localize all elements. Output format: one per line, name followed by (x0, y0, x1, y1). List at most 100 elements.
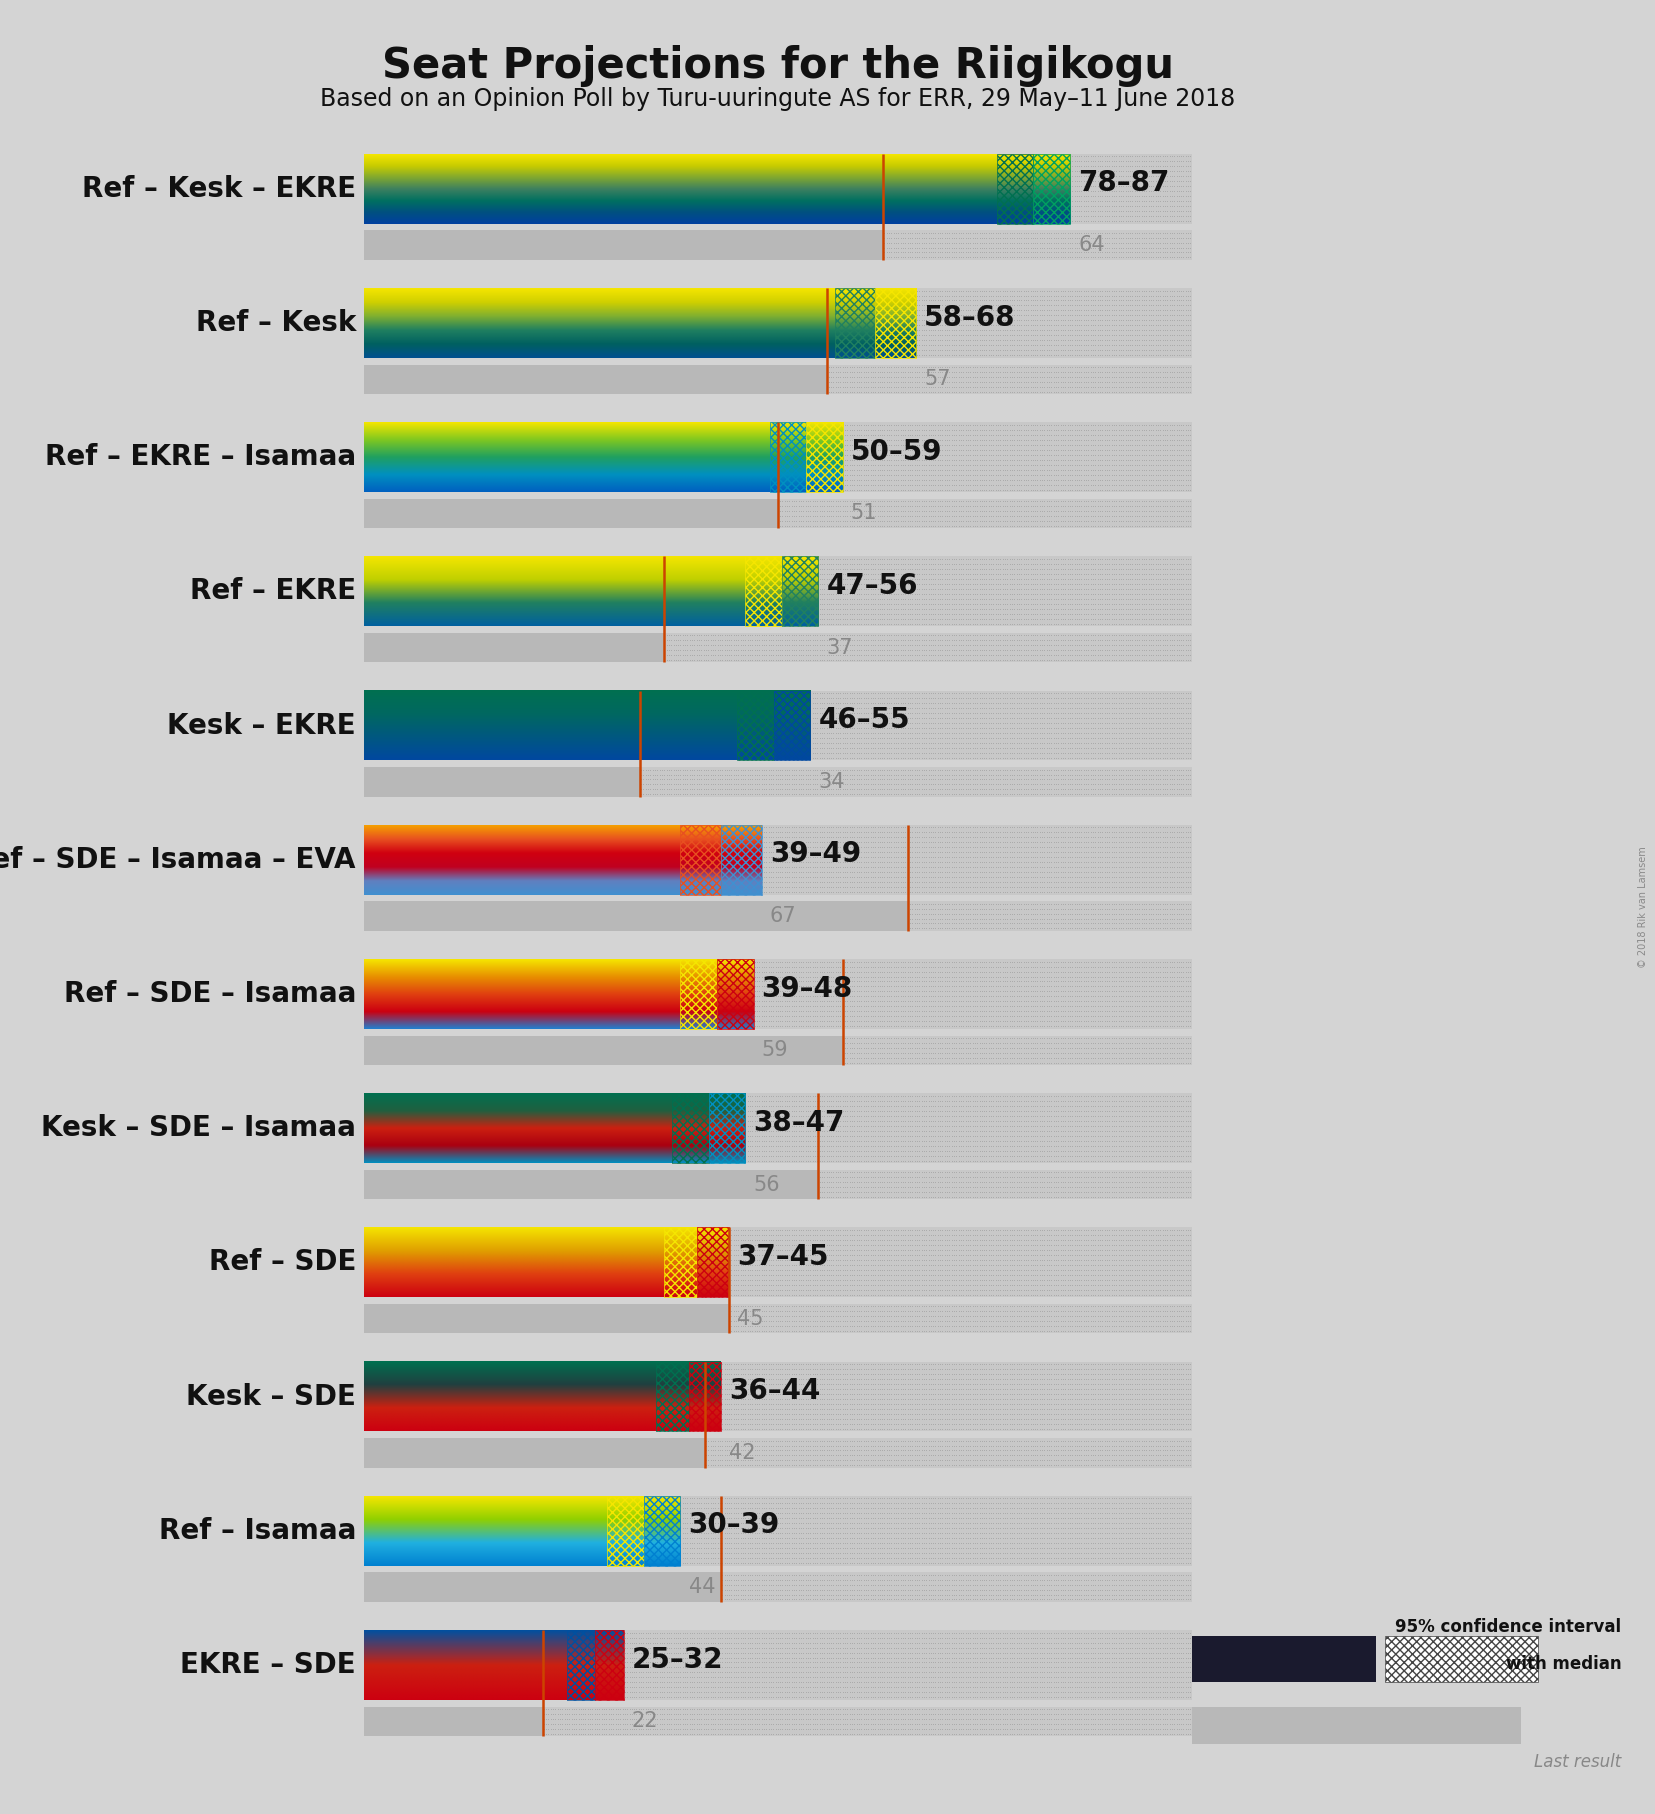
Point (531, 570, 558, 599)
Point (614, 281, 640, 310)
Point (725, 1400, 751, 1429)
Point (899, 1306, 925, 1335)
Point (404, 410, 430, 439)
Point (770, 187, 796, 216)
Point (973, 1266, 1000, 1295)
Point (549, 738, 576, 767)
Point (359, 196, 386, 225)
Point (439, 813, 465, 842)
Point (1010, 1529, 1036, 1558)
Point (975, 863, 1001, 892)
Point (1102, 1585, 1129, 1614)
Point (904, 341, 930, 370)
Point (693, 1714, 720, 1743)
Point (361, 156, 387, 185)
Point (359, 1390, 386, 1419)
Point (1021, 1146, 1048, 1175)
Point (654, 833, 680, 862)
Point (642, 366, 669, 395)
Point (1114, 1446, 1140, 1475)
Point (927, 914, 953, 943)
Point (1130, 1023, 1157, 1052)
Point (765, 1096, 791, 1125)
Point (890, 992, 917, 1021)
Point (1015, 1404, 1041, 1433)
Point (755, 684, 781, 713)
Point (1013, 1087, 1039, 1116)
Point (430, 363, 457, 392)
Point (480, 718, 506, 747)
Point (875, 729, 902, 758)
Point (596, 1364, 622, 1393)
Point (1036, 599, 1063, 628)
Point (1091, 760, 1117, 789)
Point (844, 1261, 871, 1290)
Point (523, 1624, 549, 1653)
Point (584, 555, 611, 584)
Point (890, 192, 917, 221)
Point (1056, 430, 1082, 459)
Point (1134, 729, 1160, 758)
Point (991, 559, 1018, 588)
Text: with median: with median (1506, 1654, 1622, 1673)
Point (857, 310, 884, 339)
Point (1021, 844, 1048, 873)
Point (894, 316, 920, 345)
Point (1084, 1250, 1111, 1279)
Point (573, 775, 599, 804)
Point (717, 1549, 743, 1578)
Point (811, 564, 837, 593)
Point (1140, 1580, 1167, 1609)
Point (458, 1261, 485, 1290)
Point (813, 978, 839, 1007)
Point (1114, 1297, 1140, 1326)
Point (1168, 1001, 1195, 1030)
Point (720, 444, 746, 473)
Point (1079, 709, 1106, 738)
Point (631, 1034, 657, 1063)
Point (581, 377, 607, 406)
Point (463, 415, 490, 444)
Point (462, 900, 488, 929)
Point (546, 1121, 573, 1150)
Point (364, 704, 391, 733)
Point (980, 1261, 1006, 1290)
Point (1177, 1451, 1203, 1480)
Point (637, 1446, 664, 1475)
Point (1130, 1504, 1157, 1533)
Point (1018, 1705, 1044, 1734)
Point (1006, 330, 1033, 359)
Point (957, 903, 983, 932)
Point (670, 218, 697, 247)
Point (890, 1565, 917, 1595)
Point (1056, 497, 1082, 526)
Point (917, 1627, 943, 1656)
Point (1024, 1673, 1051, 1702)
Point (991, 1092, 1018, 1121)
Point (1117, 818, 1144, 847)
Point (746, 738, 773, 767)
Point (677, 156, 703, 185)
Point (364, 718, 391, 747)
Point (770, 1653, 796, 1682)
Point (624, 207, 650, 236)
Point (1071, 1250, 1097, 1279)
Point (763, 684, 789, 713)
Point (505, 1281, 531, 1310)
Point (396, 987, 422, 1016)
Point (1170, 1404, 1197, 1433)
Point (498, 599, 525, 628)
Point (905, 506, 932, 535)
Point (551, 192, 578, 221)
Point (967, 626, 993, 655)
Point (897, 1484, 923, 1513)
Point (376, 506, 402, 535)
Point (544, 914, 571, 943)
Point (753, 1001, 780, 1030)
Point (1094, 1694, 1120, 1723)
Point (869, 281, 895, 310)
Point (945, 441, 971, 470)
Point (381, 372, 407, 401)
Point (1044, 858, 1071, 887)
Point (811, 1096, 837, 1125)
